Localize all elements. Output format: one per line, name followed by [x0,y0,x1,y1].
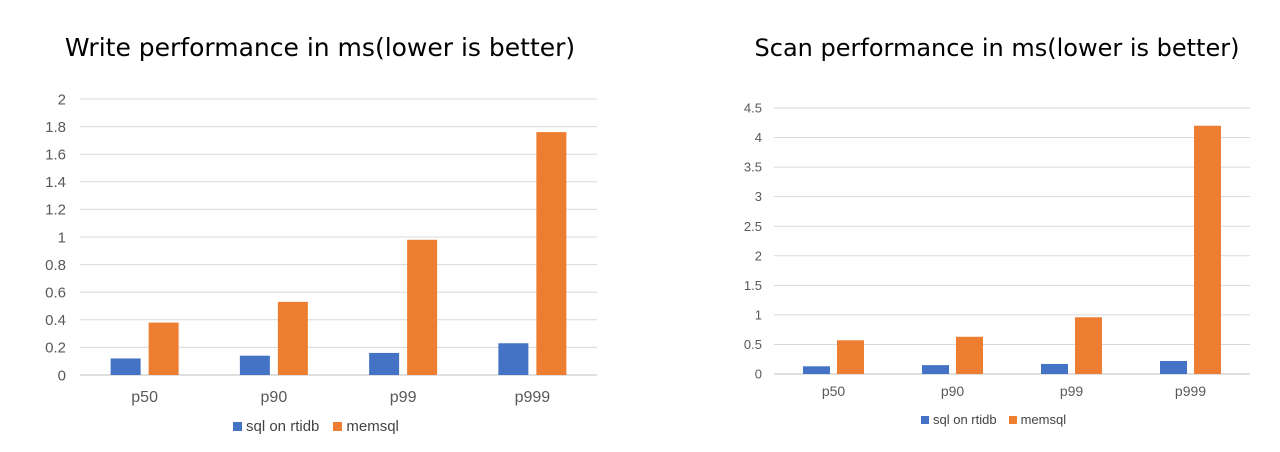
scan-bar-memsql-p999 [1194,125,1221,374]
legend-write: sql on rtidb memsql [233,418,399,435]
scan-y-tick-label: 3.5 [744,160,762,175]
write-bar-memsql-p999 [536,132,567,375]
write-y-tick-label: 0.2 [45,340,66,357]
scan-bar-sql-on-rtidb-p90 [922,365,949,374]
write-y-tick-label: 0.4 [45,312,66,329]
write-y-tick-label: 1.6 [45,146,66,163]
write-bar-sql-on-rtidb-p99 [369,352,400,375]
write-category-label: p99 [390,389,417,406]
legend-swatch-sql-on-rtidb [233,422,242,431]
scan-category-label: p999 [1175,383,1206,399]
write-category-label: p90 [261,389,288,406]
legend-item-memsql: memsql [333,418,399,435]
write-category-label: p50 [131,389,158,406]
scan-y-tick-label: 3 [755,189,762,204]
legend-scan: sql on rtidb memsql [921,412,1066,427]
legend-swatch-memsql [333,422,343,431]
scan-y-tick-label: 4.5 [744,101,762,116]
scan-category-label: p99 [1060,383,1084,399]
scan-category-label: p50 [822,383,846,399]
write-bar-memsql-p90 [277,301,308,375]
write-bar-memsql-p99 [407,239,438,375]
scan-y-tick-label: 1.5 [744,278,762,293]
scan-bar-memsql-p90 [956,336,983,374]
legend-swatch-memsql [1008,415,1017,424]
chart-title-scan: Scan performance in ms(lower is better) [754,34,1240,62]
write-y-tick-label: 1.2 [45,202,66,219]
write-y-tick-label: 0.6 [45,284,66,301]
legend-label-sql-on-rtidb: sql on rtidb [933,412,997,427]
legend-item-sql-on-rtidb: sql on rtidb [921,412,997,427]
write-y-tick-label: 0.8 [45,257,66,274]
scan-bar-memsql-p50 [837,340,864,374]
write-bar-sql-on-rtidb-p90 [239,355,270,375]
write-y-tick-label: 0 [58,367,66,384]
scan-bar-sql-on-rtidb-p99 [1041,363,1068,374]
scan-y-tick-label: 0.5 [744,337,762,352]
scan-bar-sql-on-rtidb-p999 [1160,360,1187,374]
legend-item-memsql: memsql [1008,412,1067,427]
legend-item-sql-on-rtidb: sql on rtidb [233,418,319,435]
scan-category-label: p90 [941,383,965,399]
legend-label-memsql: memsql [346,418,399,435]
write-category-label: p999 [515,389,551,406]
scan-bar-sql-on-rtidb-p50 [803,366,830,374]
write-y-tick-label: 2 [58,91,66,108]
legend-swatch-sql-on-rtidb [921,415,929,424]
write-bar-sql-on-rtidb-p999 [498,343,529,375]
scan-bar-memsql-p99 [1075,317,1102,374]
scan-y-tick-label: 2.5 [744,219,762,234]
write-y-tick-label: 1.4 [45,174,66,191]
legend-label-sql-on-rtidb: sql on rtidb [246,418,320,435]
scan-y-tick-label: 2 [755,248,762,263]
scan-y-tick-label: 0 [755,367,762,382]
write-y-tick-label: 1 [58,229,66,246]
write-bar-sql-on-rtidb-p50 [110,358,141,375]
chart-title-write: Write performance in ms(lower is better) [64,33,576,62]
write-y-tick-label: 1.8 [45,119,66,136]
write-bar-memsql-p50 [148,322,179,375]
legend-label-memsql: memsql [1020,412,1067,427]
scan-y-tick-label: 4 [755,130,762,145]
scan-y-tick-label: 1 [755,307,762,322]
